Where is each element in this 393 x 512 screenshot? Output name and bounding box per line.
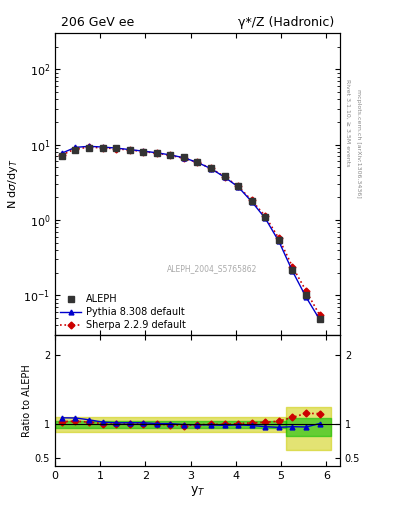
Text: mcplots.cern.ch [arXiv:1306.3436]: mcplots.cern.ch [arXiv:1306.3436]	[356, 89, 361, 198]
Y-axis label: N d$\sigma$/dy$_T$: N d$\sigma$/dy$_T$	[6, 159, 20, 209]
Text: γ*/Z (Hadronic): γ*/Z (Hadronic)	[238, 16, 334, 29]
Text: 206 GeV ee: 206 GeV ee	[61, 16, 134, 29]
Text: Rivet 3.1.10, ≥ 3.5M events: Rivet 3.1.10, ≥ 3.5M events	[345, 79, 350, 166]
Legend: ALEPH, Pythia 8.308 default, Sherpa 2.2.9 default: ALEPH, Pythia 8.308 default, Sherpa 2.2.…	[60, 294, 186, 330]
Text: ALEPH_2004_S5765862: ALEPH_2004_S5765862	[167, 264, 257, 273]
Y-axis label: Ratio to ALEPH: Ratio to ALEPH	[22, 364, 32, 437]
X-axis label: y$_T$: y$_T$	[190, 483, 205, 498]
